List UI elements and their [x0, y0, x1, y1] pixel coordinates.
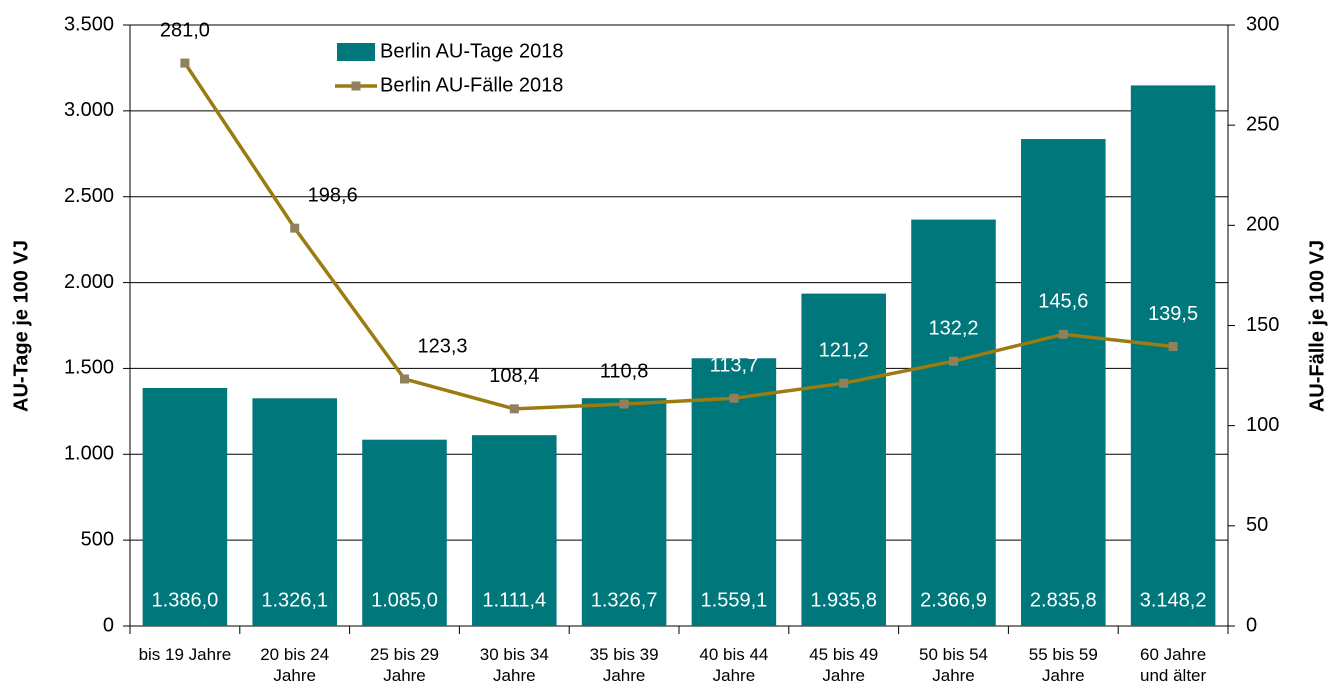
bar-value-label: 3.148,2	[1140, 589, 1207, 611]
legend-swatch	[337, 43, 375, 61]
legend-marker	[351, 81, 361, 91]
bar-value-label: 1.386,0	[152, 589, 219, 611]
bar	[1130, 85, 1216, 627]
line-value-label: 145,6	[1038, 291, 1088, 313]
y2-axis-label: AU-Fälle je 100 VJ	[1306, 240, 1328, 412]
x-tick-label: 35 bis 39 Jahre	[589, 645, 659, 685]
bar-value-label: 1.559,1	[701, 589, 768, 611]
marker	[290, 223, 300, 233]
bar-value-label: 2.366,9	[920, 589, 987, 611]
marker	[1168, 342, 1178, 352]
bar-value-label: 1.085,0	[371, 589, 438, 611]
bar	[801, 293, 886, 626]
y-tick-label: 3.500	[64, 13, 114, 35]
marker	[180, 58, 190, 68]
bar	[472, 435, 557, 626]
line-value-label: 139,5	[1148, 303, 1198, 325]
y2-tick-label: 300	[1246, 13, 1279, 35]
x-tick-label: 20 bis 24 Jahre	[260, 645, 330, 685]
line-value-label: 121,2	[819, 339, 869, 361]
y-axis-label: AU-Tage je 100 VJ	[10, 240, 32, 412]
y-tick-label: 2.000	[64, 271, 114, 293]
bar	[252, 398, 337, 626]
bar-value-label: 1.326,7	[591, 589, 658, 611]
bar-value-label: 2.835,8	[1030, 589, 1097, 611]
x-tick-label: bis 19 Jahre	[138, 645, 232, 664]
y2-tick-label: 50	[1246, 514, 1268, 536]
x-tick-label: 45 bis 49 Jahre	[809, 645, 879, 685]
y-tick-label: 500	[81, 528, 114, 550]
y-tick-label: 1.000	[64, 443, 114, 465]
bar	[362, 439, 447, 626]
x-tick-label: 40 bis 44 Jahre	[699, 645, 769, 685]
bar	[691, 358, 777, 626]
y-tick-label: 1.500	[64, 357, 114, 379]
bar	[581, 398, 667, 626]
marker	[400, 374, 409, 384]
marker	[949, 356, 958, 366]
marker	[729, 393, 739, 403]
y2-tick-label: 0	[1246, 614, 1257, 636]
y2-tick-label: 100	[1246, 414, 1279, 436]
marker	[1058, 329, 1068, 339]
y2-tick-label: 200	[1246, 214, 1279, 236]
line-value-label: 123,3	[417, 335, 467, 357]
line-value-label: 281,0	[160, 19, 210, 41]
legend-label: Berlin AU-Tage 2018	[380, 40, 563, 62]
line-value-label: 132,2	[928, 317, 978, 339]
x-tick-label: 25 bis 29 Jahre	[370, 645, 439, 685]
bar-value-label: 1.326,1	[261, 589, 328, 611]
marker	[839, 378, 849, 388]
marker	[619, 399, 629, 409]
line	[183, 62, 1174, 411]
bar	[1021, 139, 1106, 627]
line-value-label: 108,4	[489, 365, 539, 387]
bar-value-label: 1.935,8	[810, 589, 877, 611]
bar-value-label: 1.111,4	[482, 589, 546, 611]
y-tick-label: 2.500	[64, 185, 114, 207]
y-tick-label: 3.000	[64, 99, 114, 121]
bar	[142, 388, 228, 626]
line-value-label: 110,8	[600, 360, 649, 382]
x-tick-label: 55 bis 59 Jahre	[1028, 645, 1098, 685]
line-value-label: 113,7	[710, 355, 759, 377]
legend-label: Berlin AU-Fälle 2018	[380, 74, 563, 96]
x-tick-label: 60 Jahre und älter	[1140, 645, 1207, 685]
marker	[509, 404, 519, 414]
bar	[911, 219, 996, 626]
y2-tick-label: 150	[1246, 314, 1279, 336]
x-tick-label: 50 bis 54 Jahre	[919, 645, 988, 685]
line-value-label: 198,6	[308, 184, 358, 206]
y2-tick-label: 250	[1246, 113, 1279, 135]
x-tick-label: 30 bis 34 Jahre	[479, 645, 549, 685]
y-tick-label: 0	[103, 614, 114, 636]
